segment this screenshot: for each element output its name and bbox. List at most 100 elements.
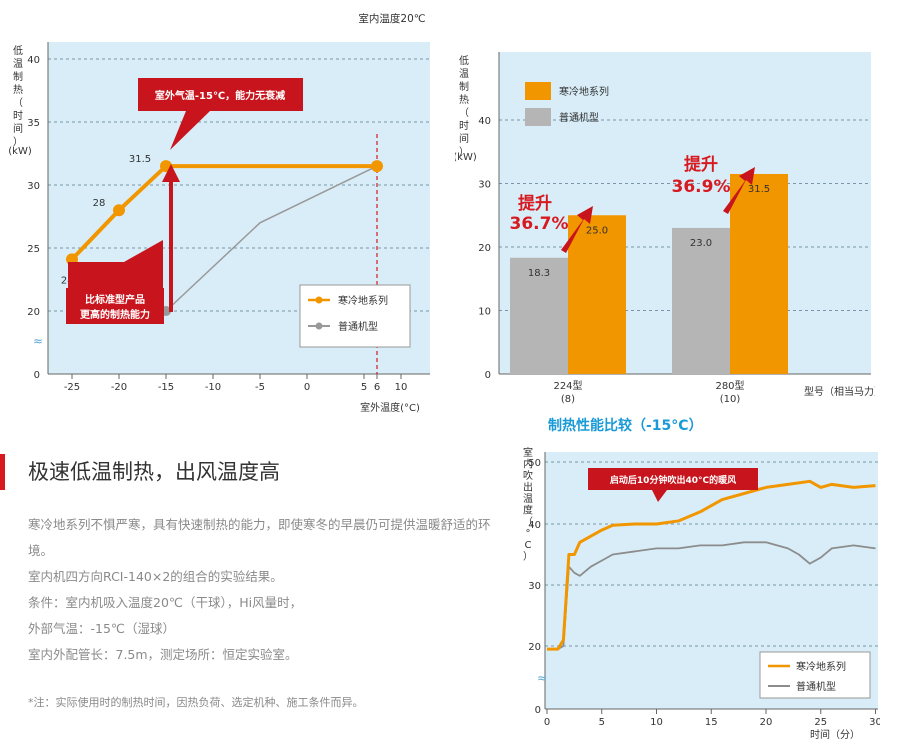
chart1-y-unit: (kW) bbox=[8, 146, 32, 157]
chart3-x-tick: 15 bbox=[705, 717, 718, 728]
chart3-x-tick: 0 bbox=[544, 717, 550, 728]
annotation-text-top: 室外气温-15℃，能力无衰减 bbox=[155, 89, 285, 102]
chart3-series-line bbox=[547, 541, 876, 651]
chart3-x-tick: 5 bbox=[599, 717, 605, 728]
chart2-y-tick: 40 bbox=[478, 116, 491, 127]
chart3-x-tick: 10 bbox=[650, 717, 663, 728]
increase-value-1: 36.7% bbox=[510, 214, 569, 234]
chart3-y-tick: 30 bbox=[528, 581, 541, 592]
chart3-x-tick: 25 bbox=[814, 717, 827, 728]
chart1-y-tick: 0 bbox=[34, 370, 40, 381]
chart1-top-label: 室内温度20℃ bbox=[358, 12, 425, 25]
legend-label-orange: 寒冷地系列 bbox=[559, 85, 609, 98]
chart1-y-label: 低温制热（时间） bbox=[13, 44, 23, 148]
legend-swatch-orange bbox=[525, 82, 551, 100]
legend-label-orange: 寒冷地系列 bbox=[796, 660, 846, 673]
chart3-y-label: 室内吹出温度（° C） bbox=[523, 446, 533, 563]
increase-word-2: 提升 bbox=[684, 155, 718, 175]
chart2-bar bbox=[510, 257, 568, 374]
chart3-y-tick: 40 bbox=[528, 520, 541, 531]
chart1-x-tick: -25 bbox=[64, 382, 80, 393]
chart2-y-tick: 0 bbox=[485, 370, 491, 381]
chart2-bar-label: 25.0 bbox=[586, 225, 608, 236]
chart2-y-unit: (kW) bbox=[455, 152, 477, 163]
desc-line-4: 外部气温：-15℃（湿球） bbox=[28, 621, 175, 636]
chart1-x-tick: 5 bbox=[361, 382, 367, 393]
legend-label-gray: 普通机型 bbox=[796, 680, 836, 693]
description: 寒冷地系列不惧严寒，具有快速制热的能力，即使寒冬的早晨仍可提供温暖舒适的环境。 … bbox=[28, 512, 506, 668]
desc-line-1: 寒冷地系列不惧严寒，具有快速制热的能力，即使寒冬的早晨仍可提供温暖舒适的环境。 bbox=[28, 517, 491, 558]
desc-line-3: 条件：室内机吸入温度20℃（干球），Hi风量时， bbox=[28, 595, 303, 610]
chart3-x-tick: 30 bbox=[869, 717, 880, 728]
chart2-bar bbox=[568, 215, 626, 374]
annotation-callout-left bbox=[68, 240, 163, 288]
annotation-text: 启动后10分钟吹出40°C的暖风 bbox=[610, 474, 736, 486]
chart1-y-tick: 20 bbox=[27, 307, 40, 318]
chart1-data-point bbox=[113, 204, 125, 217]
increase-value-2: 36.9% bbox=[672, 177, 731, 197]
chart2-y-tick: 30 bbox=[478, 180, 491, 191]
legend-swatch-gray bbox=[525, 108, 551, 126]
chart2-bar bbox=[672, 227, 730, 374]
annotation-arrow-head bbox=[162, 164, 180, 182]
chart1-x-tick: -15 bbox=[158, 382, 174, 393]
chart2-category-sub: (10) bbox=[720, 394, 741, 405]
chart1-y-tick: 35 bbox=[27, 118, 40, 129]
chart2-bar-label: 23.0 bbox=[690, 238, 712, 249]
chart2-category-sub: (8) bbox=[561, 394, 575, 405]
footnote: *注：实际使用时的制热时间，因热负荷、选定机种、施工条件而异。 bbox=[28, 696, 364, 709]
chart3-axis-break: ≈ bbox=[537, 671, 547, 685]
chart2-bar bbox=[730, 173, 788, 374]
chart3-x-label: 时间（分） bbox=[810, 728, 860, 741]
chart1-x-tick: 0 bbox=[304, 382, 310, 393]
annotation-box-left bbox=[66, 288, 164, 324]
chart1-data-label: 28 bbox=[93, 198, 106, 209]
capacity-bar-chart: 低温制热（时间） (kW) 型号（相当马力） 0 10 20 30 40 224型 (8) 2… bbox=[455, 52, 875, 405]
chart1-y-tick: 40 bbox=[27, 55, 40, 66]
desc-line-5: 室内外配管长：7.5m，测定场所：恒定实验室。 bbox=[28, 647, 298, 662]
legend-label-gray: 普通机型 bbox=[338, 320, 378, 333]
desc-line-2: 室内机四方向RCI-140×2的组合的实验结果。 bbox=[28, 569, 283, 584]
chart2-bar-label: 18.3 bbox=[528, 268, 550, 279]
chart1-legend bbox=[299, 284, 411, 348]
outlet-temp-chart: 室内吹出温度（° C） ≈ 时间（分） 0 20 30 40 50 0 5 10 15 20 25 30… bbox=[523, 446, 880, 741]
chart3-legend bbox=[759, 651, 871, 699]
chart3-series-line bbox=[547, 479, 876, 651]
chart3-y-tick: 20 bbox=[528, 642, 541, 653]
chart2-y-label: 低温制热（时间） bbox=[459, 54, 469, 158]
increase-arrow-2 bbox=[723, 167, 755, 214]
chart3-y-tick: 0 bbox=[535, 705, 541, 716]
chart2-y-tick: 10 bbox=[478, 307, 491, 318]
chart1-axis-break: ≈ bbox=[33, 334, 43, 348]
legend-label-orange: 寒冷地系列 bbox=[338, 294, 388, 307]
increase-arrow-1 bbox=[561, 206, 593, 253]
chart1-series-line bbox=[70, 164, 377, 261]
annotation-callout bbox=[588, 468, 758, 502]
heading-accent-bar bbox=[0, 454, 5, 490]
chart1-x-tick: -5 bbox=[255, 382, 265, 393]
chart3-title: 制热性能比较（-15°C） bbox=[548, 418, 703, 434]
annotation-text-left: 比标准型产品更高的制热能力 bbox=[80, 293, 150, 321]
chart1-x-label: 室外温度(°C) bbox=[360, 401, 420, 414]
chart1-x-tick: -20 bbox=[111, 382, 127, 393]
chart3-y-tick: 50 bbox=[528, 458, 541, 469]
chart2-bar-label: 31.5 bbox=[748, 184, 770, 195]
chart1-y-tick: 30 bbox=[27, 181, 40, 192]
chart3-x-tick: 20 bbox=[760, 717, 773, 728]
chart1-data-label: 31.5 bbox=[129, 154, 151, 165]
chart2-category-label: 224型 bbox=[553, 379, 582, 392]
chart1-x-tick: -10 bbox=[205, 382, 221, 393]
capacity-line-chart: 室内温度20℃ 低温制热（时间） (kW) ≈ 室外温度(°C) 0 20 25 30… bbox=[8, 12, 430, 414]
legend-label-gray: 普通机型 bbox=[559, 111, 599, 124]
increase-word-1: 提升 bbox=[518, 194, 552, 214]
chart1-x-tick: 10 bbox=[395, 382, 408, 393]
heading-title: 极速低温制热，出风温度高 bbox=[28, 460, 280, 484]
chart2-x-label: 型号（相当马力） bbox=[804, 385, 875, 398]
chart2-category-label: 280型 bbox=[715, 379, 744, 392]
chart2-y-tick: 20 bbox=[478, 243, 491, 254]
chart1-data-point bbox=[371, 160, 383, 173]
annotation-callout-top bbox=[138, 78, 303, 150]
chart1-x-tick: 6 bbox=[374, 382, 380, 393]
chart1-y-tick: 25 bbox=[27, 244, 40, 255]
chart1-series-line bbox=[165, 165, 378, 312]
